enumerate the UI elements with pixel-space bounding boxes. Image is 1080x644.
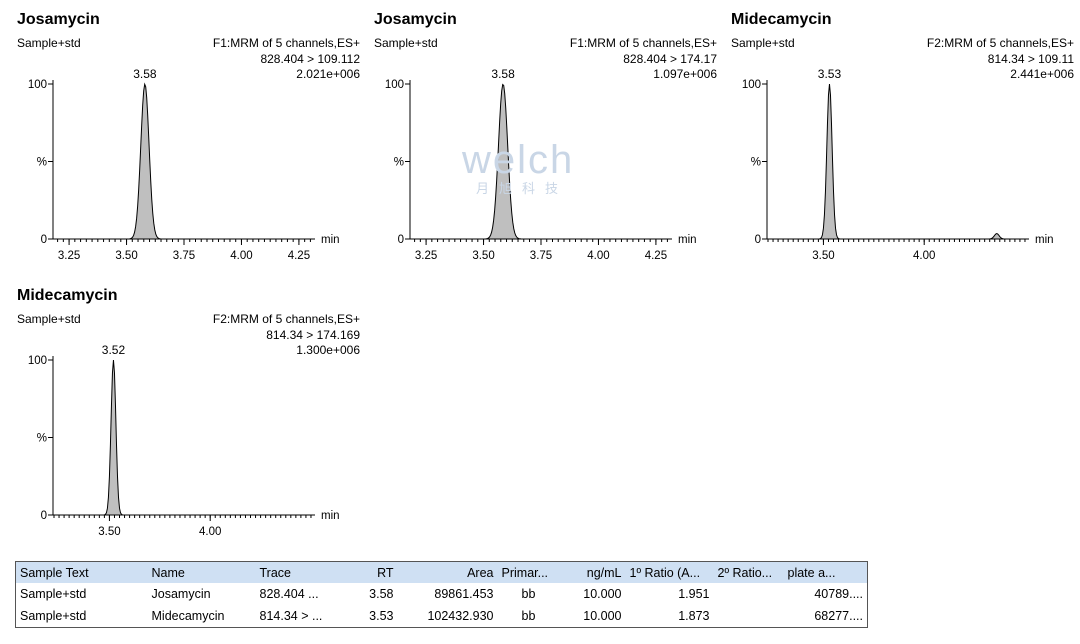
x-axis-tick-label: 3.50 [115, 250, 137, 262]
chromatogram-panel-josamycin-1: 100% 0 3.25 3.50 3.75 4.00 4.25 min 3.58 Josamyc… [15, 10, 360, 272]
y-axis-label: 0 [398, 234, 404, 246]
cell-sample-text: Sample+std [20, 587, 87, 601]
panel-info: F1:MRM of 5 channels,ES+ 828.404 > 174.1… [569, 36, 717, 81]
chromatogram-plot: 100% 0 3.25 3.50 3.75 4.00 4.25 min 3.58 [28, 67, 340, 262]
y-axis-label: 100 [385, 79, 404, 91]
column-header-plate[interactable]: plate a... [783, 561, 868, 583]
table-row[interactable]: Sample+std Josamycin 828.404 ... 3.58 89… [16, 583, 868, 605]
panel-info: F1:MRM of 5 channels,ES+ 828.404 > 109.1… [212, 36, 360, 81]
panel-info: F2:MRM of 5 channels,ES+ 814.34 > 174.16… [212, 312, 360, 357]
y-axis-label: 0 [755, 234, 761, 246]
column-header-name[interactable]: Name [147, 561, 256, 583]
cell-plate: 68277.... [814, 609, 863, 623]
x-axis-tick-label: 3.75 [173, 250, 195, 262]
x-axis-unit: min [321, 510, 340, 522]
y-axis-label: 100 [28, 79, 47, 91]
x-axis-tick-label: 4.00 [913, 250, 935, 262]
y-axis-label: 100 [28, 355, 47, 367]
column-header-sample-text[interactable]: Sample Text [15, 561, 148, 583]
cell-primary: bb [521, 587, 536, 601]
chromatogram-panel-josamycin-2: 100% 0 3.25 3.50 3.75 4.00 4.25 min 3.58 Josamyc… [372, 10, 717, 272]
table-row[interactable]: Sample+std Midecamycin 814.34 > ... 3.53… [16, 605, 868, 628]
cell-trace: 828.404 ... [259, 587, 319, 601]
x-axis-tick-label: 4.00 [230, 250, 252, 262]
chromatogram-plot: 100% 0 3.50 4.00 min 3.53 [742, 67, 1054, 262]
x-axis-tick-label: 3.50 [472, 250, 494, 262]
peak-rt-label: 3.58 [133, 67, 157, 81]
panel-title: Midecamycin [17, 287, 118, 304]
y-axis-label: % [37, 157, 47, 169]
cell-trace: 814.34 > ... [259, 609, 323, 623]
panel-sample-text: Sample+std [17, 312, 81, 326]
x-axis-tick-label: 4.25 [645, 250, 667, 262]
panel-sample-text: Sample+std [17, 36, 81, 50]
cell-area: 102432.930 [427, 609, 494, 623]
chromatogram-plot: 100% 0 3.25 3.50 3.75 4.00 4.25 min 3.58 [385, 67, 697, 262]
signal-trace [53, 359, 315, 516]
cell-ng-ml: 10.000 [583, 587, 622, 601]
peak-area [53, 84, 315, 240]
x-axis-unit: min [678, 234, 697, 246]
peak-area [767, 84, 1029, 239]
x-axis-tick-label: 3.50 [98, 526, 120, 538]
x-axis-tick-label: 3.50 [812, 250, 834, 262]
panel-title: Josamycin [17, 11, 100, 28]
cell-ratio-2 [714, 605, 784, 628]
cell-rt: 3.53 [369, 609, 394, 623]
column-header-trace[interactable]: Trace [255, 561, 348, 583]
x-axis-tick-label: 4.00 [199, 526, 221, 538]
chromatogram-panel-midecamycin-1: 100% 0 3.50 4.00 min 3.53 Midecamycin Sample+… [729, 10, 1074, 272]
column-header-ng-ml[interactable]: ng/mL [559, 561, 626, 583]
panel-title: Josamycin [374, 11, 457, 28]
cell-name: Josamycin [151, 587, 211, 601]
panel-title: Midecamycin [731, 11, 832, 28]
y-axis-label: 0 [41, 234, 47, 246]
results-table: Sample Text Name Trace RT Area Primar...… [15, 561, 868, 628]
chromatogram-panel-midecamycin-2: 100% 0 3.50 4.00 min 3.52 Midecamycin Sample+… [15, 286, 360, 548]
y-axis-label: % [394, 157, 404, 169]
peak-rt-label: 3.52 [102, 343, 126, 357]
cell-ratio-2 [714, 583, 784, 605]
peak-area [410, 84, 672, 239]
cell-plate: 40789.... [814, 587, 863, 601]
x-axis-tick-label: 4.00 [587, 250, 609, 262]
cell-sample-text: Sample+std [20, 609, 87, 623]
panel-sample-text: Sample+std [374, 36, 438, 50]
signal-trace [767, 83, 1029, 240]
cell-name: Midecamycin [151, 609, 225, 623]
peak-rt-label: 3.58 [491, 67, 515, 81]
column-header-primary[interactable]: Primar... [497, 561, 560, 583]
y-axis-label: % [751, 157, 761, 169]
x-axis-unit: min [321, 234, 340, 246]
y-axis-label: % [37, 433, 47, 445]
column-header-rt[interactable]: RT [347, 561, 398, 583]
panel-sample-text: Sample+std [731, 36, 795, 50]
x-axis-unit: min [1035, 234, 1054, 246]
x-axis-tick-label: 3.25 [415, 250, 437, 262]
x-axis-tick-label: 4.25 [288, 250, 310, 262]
cell-primary: bb [521, 609, 536, 623]
panel-info: F2:MRM of 5 channels,ES+ 814.34 > 109.11… [926, 36, 1074, 81]
table-header-row: Sample Text Name Trace RT Area Primar...… [15, 561, 868, 583]
x-axis-tick-label: 3.25 [58, 250, 80, 262]
column-header-ratio-1[interactable]: 1º Ratio (A... [625, 561, 714, 583]
y-axis-label: 100 [742, 79, 761, 91]
cell-ratio-1: 1.873 [678, 609, 710, 623]
cell-rt: 3.58 [369, 587, 394, 601]
chromatogram-plot: 100% 0 3.50 4.00 min 3.52 [28, 343, 340, 538]
column-header-ratio-2[interactable]: 2º Ratio... [713, 561, 784, 583]
column-header-area[interactable]: Area [397, 561, 498, 583]
signal-trace [53, 82, 315, 240]
cell-area: 89861.453 [434, 587, 494, 601]
signal-trace [410, 83, 672, 240]
cell-ratio-1: 1.951 [678, 587, 710, 601]
cell-ng-ml: 10.000 [583, 609, 622, 623]
peak-rt-label: 3.53 [818, 67, 842, 81]
peak-area [53, 360, 315, 515]
y-axis-label: 0 [41, 510, 47, 522]
x-axis-tick-label: 3.75 [530, 250, 552, 262]
